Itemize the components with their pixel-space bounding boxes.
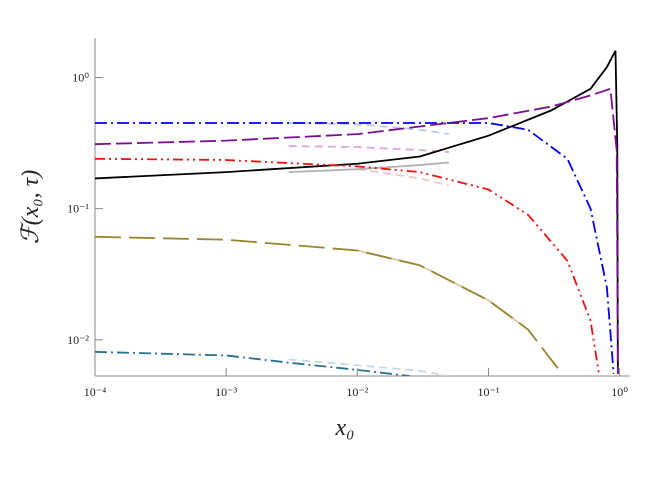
series-line	[95, 235, 561, 372]
series-line	[288, 161, 450, 173]
x-tick-label: 10⁻¹	[477, 385, 499, 399]
plot-area	[95, 50, 619, 376]
series-line	[95, 350, 410, 376]
series-line	[288, 358, 450, 376]
series-line	[357, 249, 529, 331]
series-line	[288, 122, 450, 136]
y-axis-title: ℱ(x₀, τ)	[18, 170, 44, 244]
y-tick-label: 10⁻¹	[67, 202, 89, 216]
y-tick-label: 10⁰	[72, 70, 89, 84]
series-line	[357, 168, 450, 187]
x-tick-label: 10⁻²	[346, 385, 368, 399]
series-line	[288, 145, 450, 153]
x-tick-label: 10⁰	[611, 385, 628, 399]
x-tick-label: 10⁻³	[215, 385, 237, 399]
series-line	[95, 50, 619, 374]
y-tick-label: 10⁻²	[67, 333, 89, 347]
series-line	[95, 157, 601, 376]
series-line	[95, 122, 615, 374]
x-axis-title: x₀	[335, 415, 355, 441]
x-tick-label: 10⁻⁴	[84, 385, 107, 399]
series-line	[95, 87, 619, 374]
